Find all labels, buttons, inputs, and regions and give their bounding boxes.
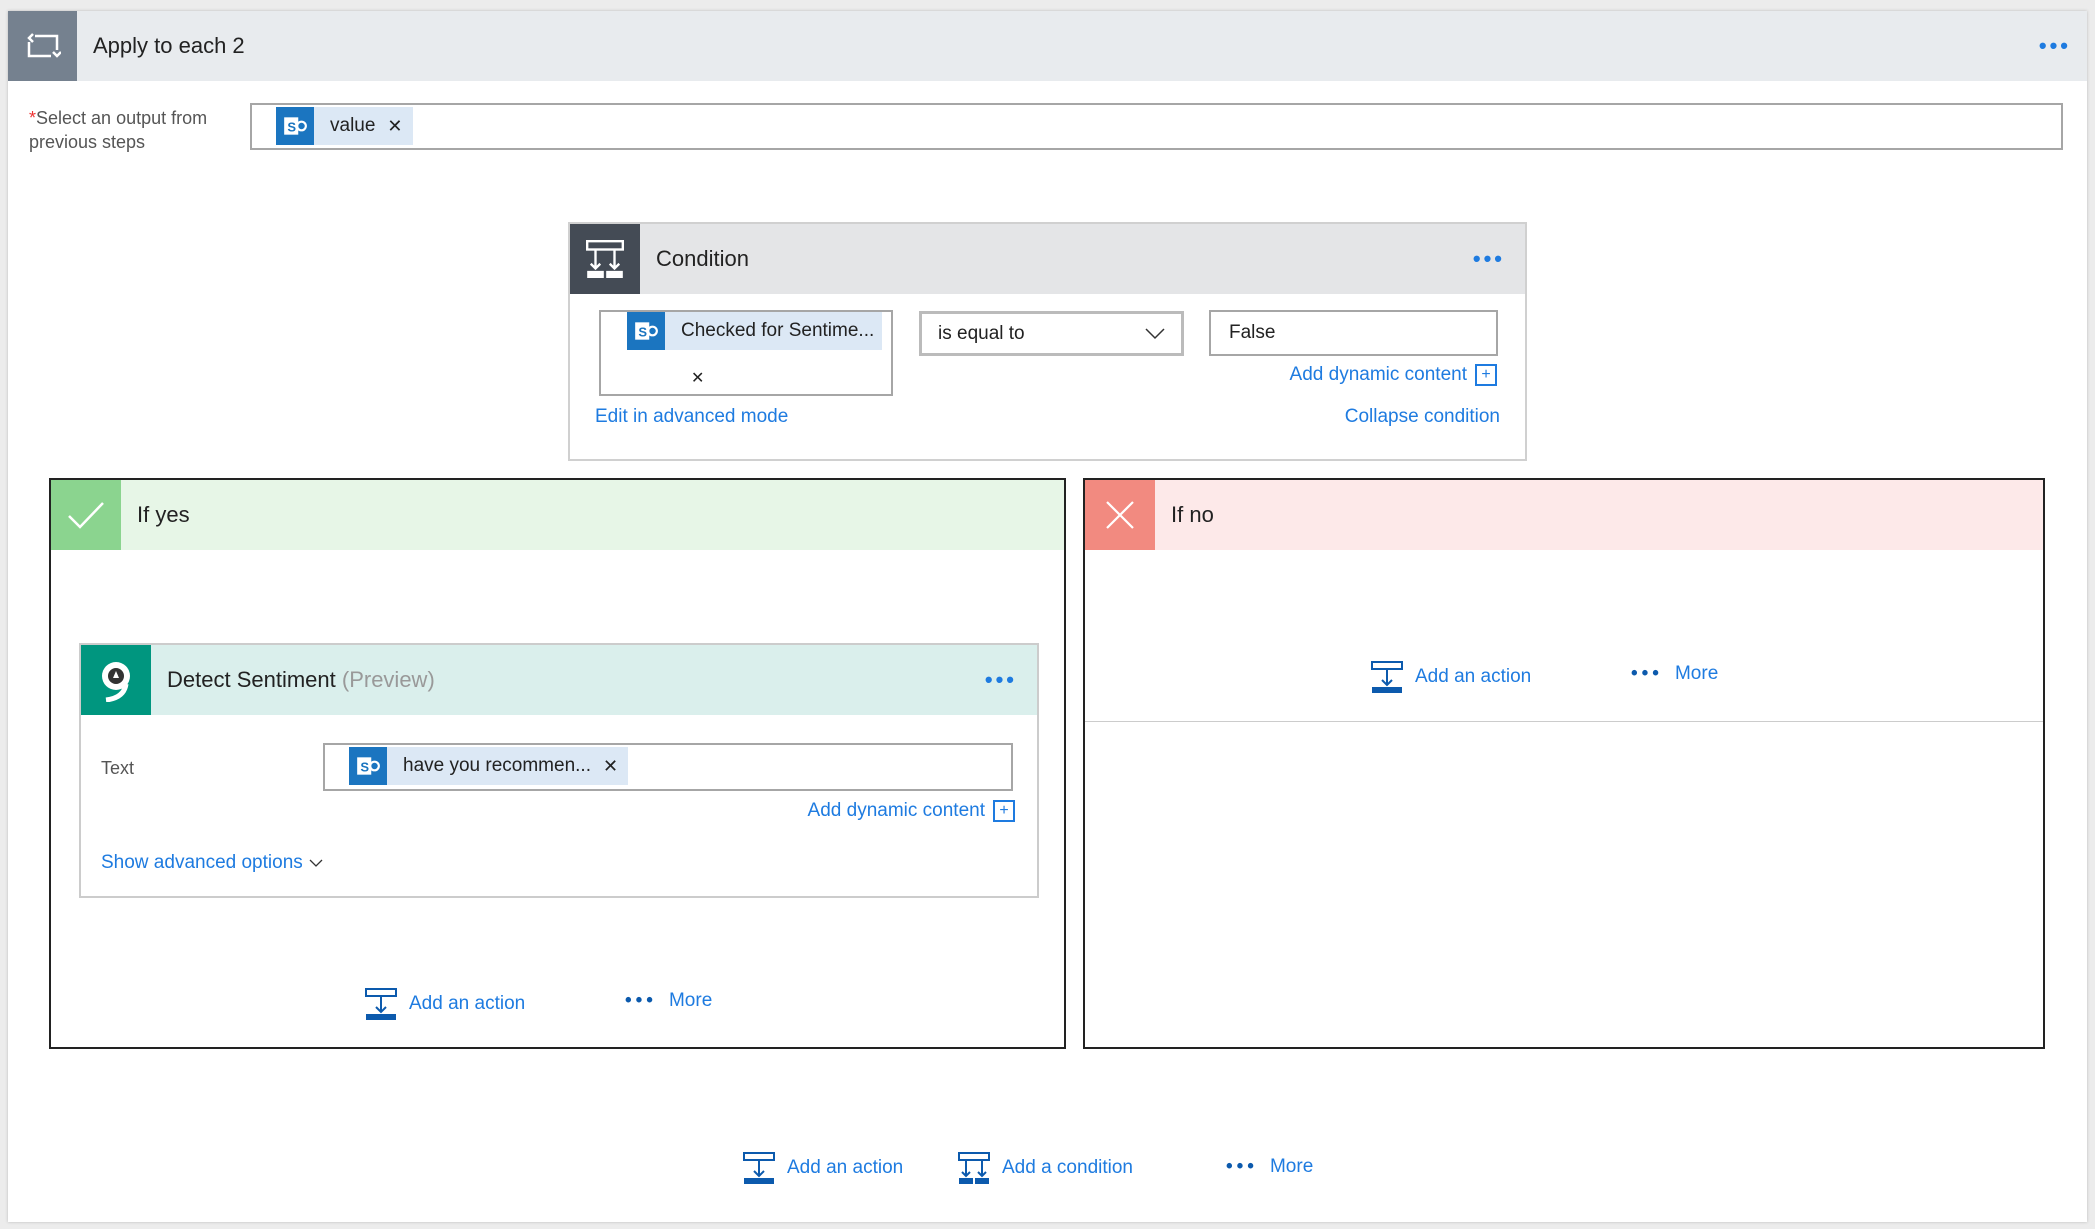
if-yes-branch: If yes Detect Sentiment (Preview) ••• Te… xyxy=(49,478,1066,1049)
condition-title: Condition xyxy=(656,246,749,271)
if-no-branch: If no Add an action ••• More xyxy=(1083,478,2045,1049)
if-yes-title: If yes xyxy=(137,502,190,527)
edit-advanced-link[interactable]: Edit in advanced mode xyxy=(595,406,789,427)
add-icon: + xyxy=(1475,364,1497,386)
apply-to-each-title: Apply to each 2 xyxy=(93,33,245,58)
remove-token-icon[interactable]: ✕ xyxy=(387,115,403,136)
detect-sentiment-title: Detect Sentiment (Preview) xyxy=(167,667,435,692)
sharepoint-icon xyxy=(349,747,387,785)
more-dots-icon: ••• xyxy=(1226,1156,1258,1177)
if-no-header: If no xyxy=(1085,480,2043,550)
select-output-label: *Select an output from previous steps xyxy=(29,108,208,152)
check-icon xyxy=(51,480,121,550)
more-dots-icon: ••• xyxy=(625,990,657,1011)
more-button[interactable]: ••• More xyxy=(1631,663,1719,684)
collapse-condition-link[interactable]: Collapse condition xyxy=(1344,406,1500,427)
if-no-title: If no xyxy=(1171,502,1214,527)
add-dynamic-content-link[interactable]: Add dynamic content + xyxy=(1290,364,1497,386)
condition-header[interactable]: Condition ••• xyxy=(570,224,1525,294)
more-options-icon[interactable]: ••• xyxy=(1472,246,1505,271)
remove-token-icon[interactable]: ✕ xyxy=(691,370,705,387)
condition-card: Condition ••• Checked for Sentime... ✕ i… xyxy=(568,222,1527,461)
show-advanced-options-link[interactable]: Show advanced options xyxy=(101,852,323,874)
condition-left-operand[interactable]: Checked for Sentime... ✕ xyxy=(599,310,893,396)
divider xyxy=(1085,721,2043,722)
apply-to-each-header[interactable]: Apply to each 2 ••• xyxy=(8,11,2087,81)
detect-sentiment-card: Detect Sentiment (Preview) ••• Text have… xyxy=(79,643,1039,898)
add-action-button[interactable]: Add an action xyxy=(743,1152,903,1184)
add-icon: + xyxy=(993,800,1015,822)
checked-token: Checked for Sentime... xyxy=(627,312,883,350)
value-token: value ✕ xyxy=(276,107,413,145)
chevron-down-icon xyxy=(1145,327,1165,339)
more-dots-icon: ••• xyxy=(1631,663,1663,684)
detect-sentiment-header[interactable]: Detect Sentiment (Preview) ••• xyxy=(81,645,1037,715)
operator-dropdown[interactable]: is equal to xyxy=(919,311,1184,356)
text-label: Text xyxy=(101,758,135,778)
select-output-input[interactable]: value ✕ xyxy=(250,103,2063,150)
remove-token-icon[interactable]: ✕ xyxy=(602,755,619,776)
more-button[interactable]: ••• More xyxy=(625,990,713,1011)
close-icon xyxy=(1085,480,1155,550)
condition-value-input[interactable]: False xyxy=(1209,310,1498,356)
add-action-button[interactable]: Add an action xyxy=(365,988,525,1020)
if-yes-header: If yes xyxy=(51,480,1064,550)
text-input[interactable]: have you recommen... ✕ xyxy=(323,743,1013,791)
preview-badge: (Preview) xyxy=(341,667,435,692)
sentiment-icon xyxy=(81,645,151,715)
required-mark: * xyxy=(29,108,37,128)
add-condition-icon xyxy=(958,1152,990,1184)
condition-icon xyxy=(570,224,640,294)
chevron-down-icon xyxy=(309,859,323,867)
add-action-icon xyxy=(365,988,397,1020)
more-button[interactable]: ••• More xyxy=(1226,1156,1314,1177)
add-condition-button[interactable]: Add a condition xyxy=(958,1152,1133,1184)
sharepoint-icon xyxy=(627,312,665,350)
more-options-icon[interactable]: ••• xyxy=(984,667,1017,692)
sharepoint-icon xyxy=(276,107,314,145)
add-action-icon xyxy=(1371,661,1403,693)
more-options-icon[interactable]: ••• xyxy=(2038,33,2071,58)
text-token: have you recommen... ✕ xyxy=(349,747,629,785)
loop-icon xyxy=(8,11,77,81)
add-action-icon xyxy=(743,1152,775,1184)
add-action-button[interactable]: Add an action xyxy=(1371,661,1531,693)
add-dynamic-content-link[interactable]: Add dynamic content + xyxy=(808,800,1015,822)
